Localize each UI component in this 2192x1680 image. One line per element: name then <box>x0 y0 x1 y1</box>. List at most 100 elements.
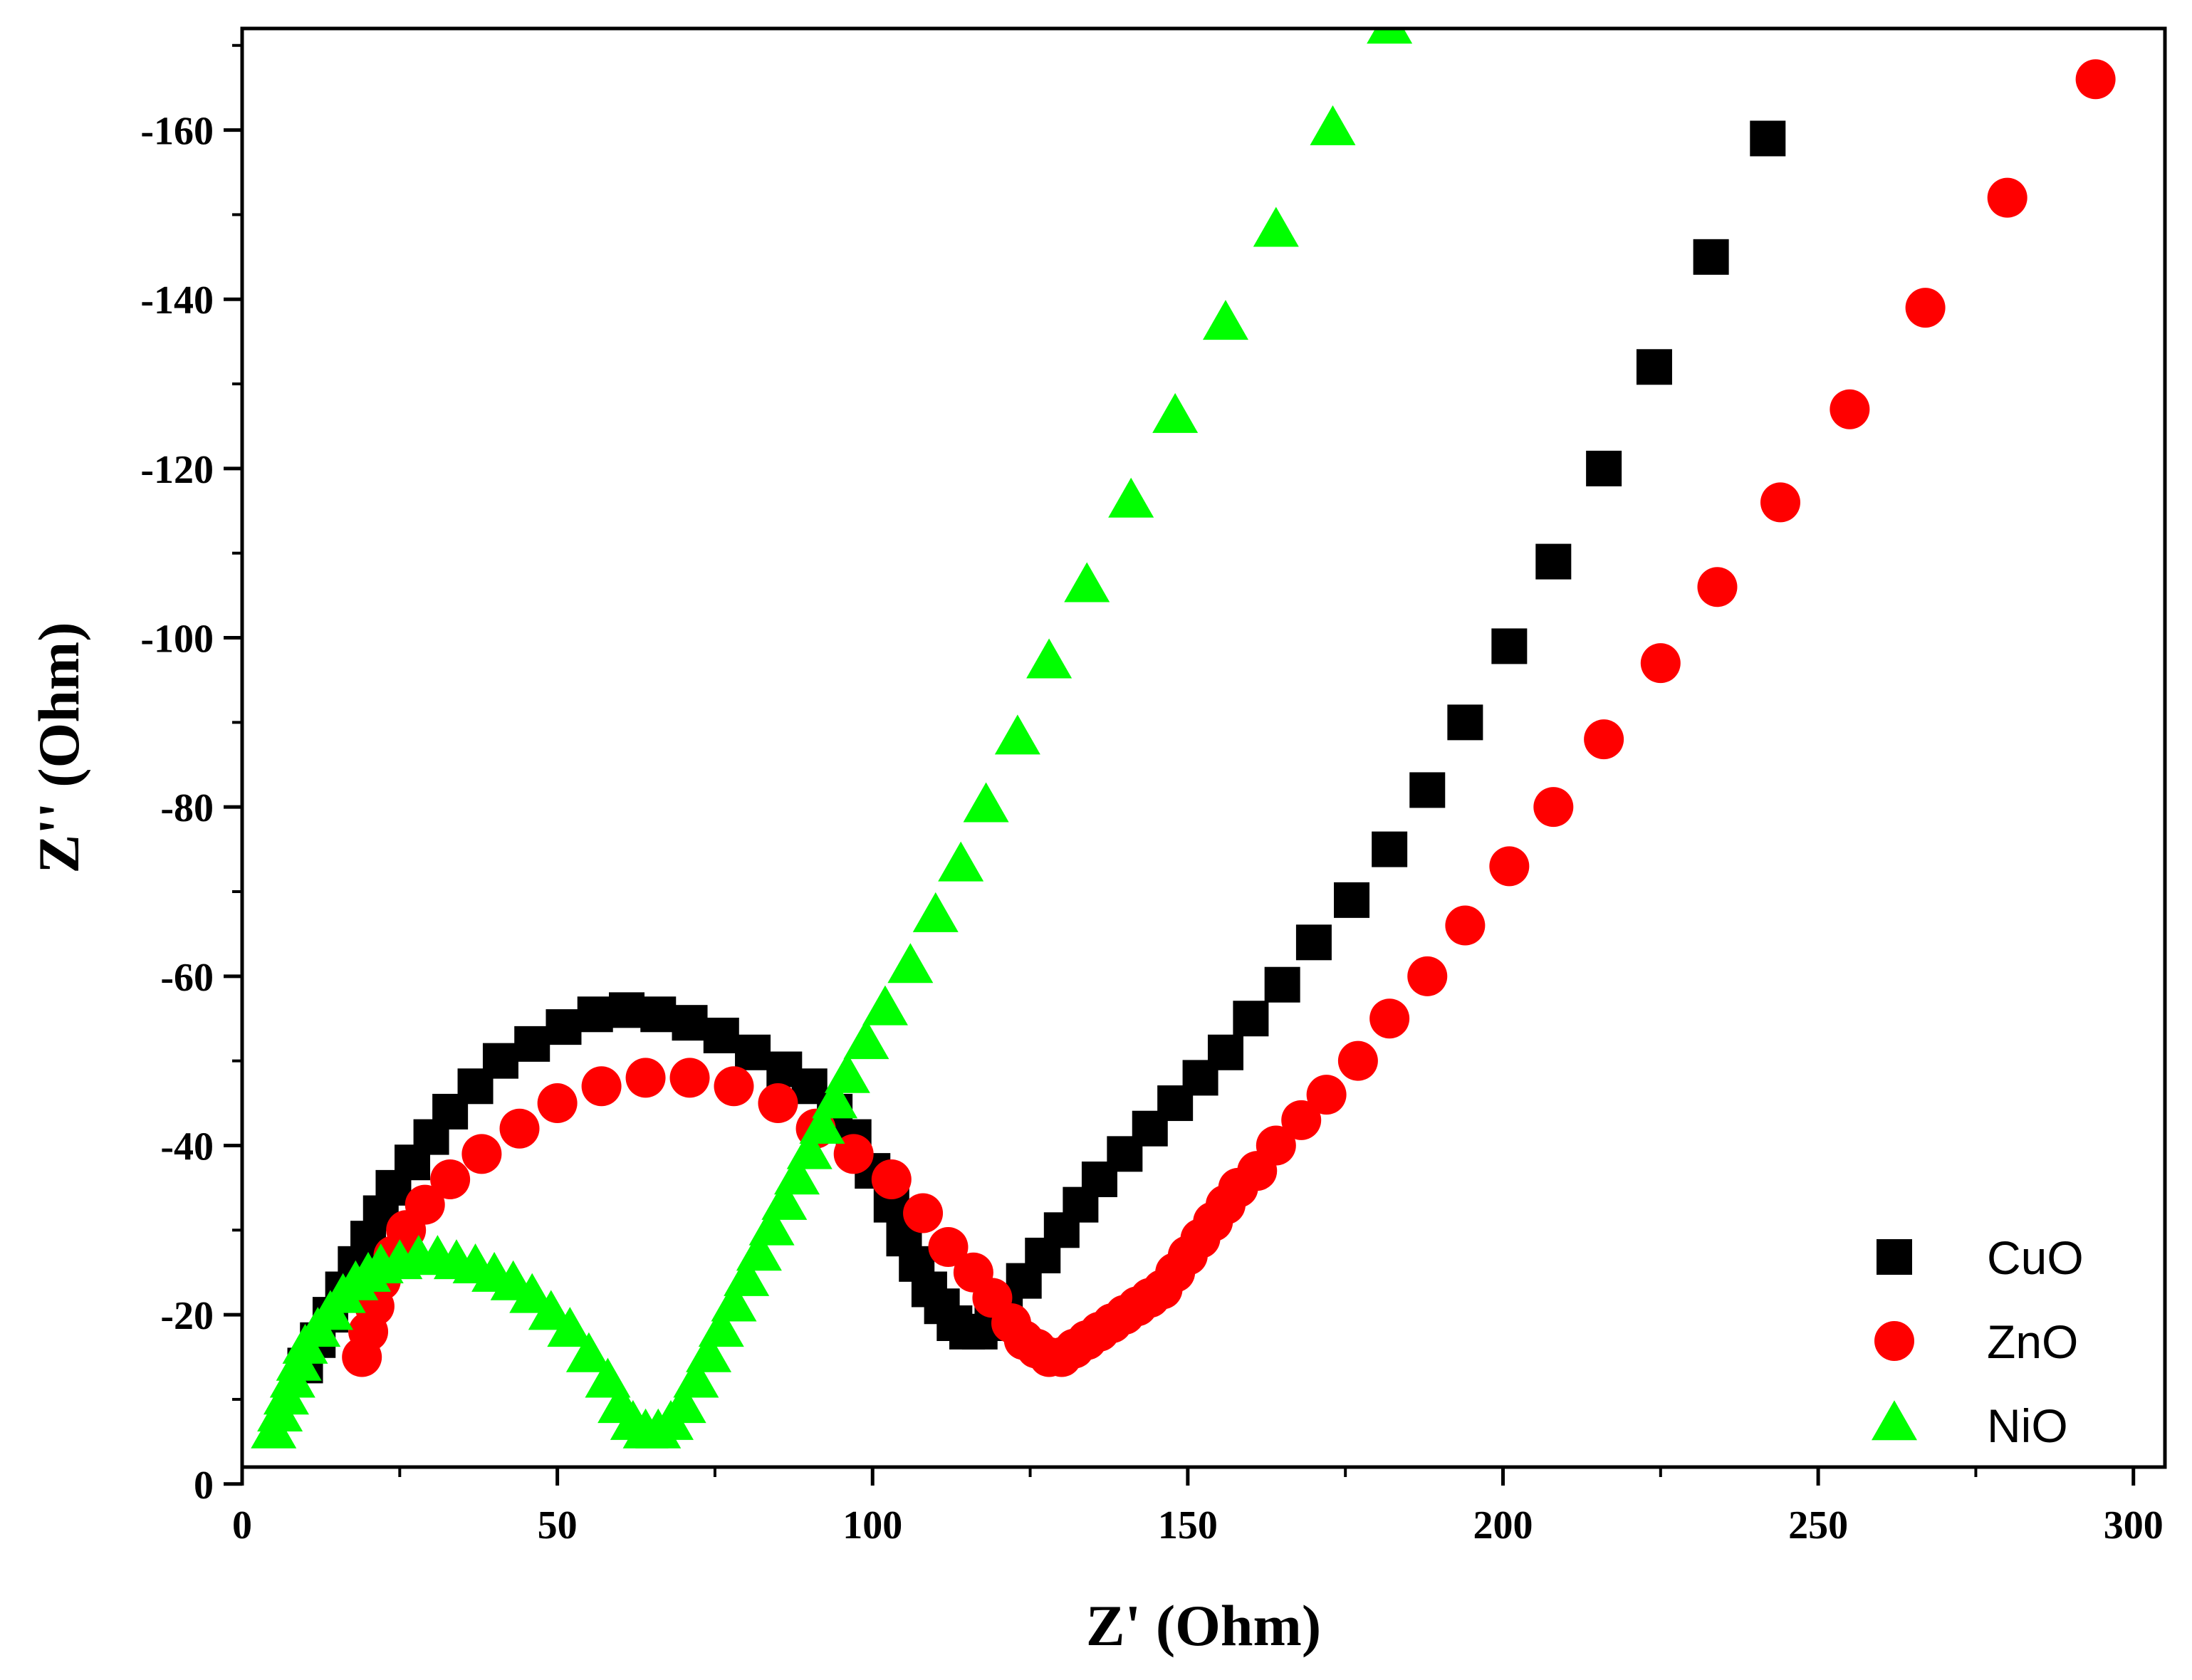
cuo-point <box>546 1009 582 1045</box>
cuo-point <box>482 1043 518 1079</box>
cuo-point <box>1812 28 1849 30</box>
zno-point <box>1905 288 1946 328</box>
zno-point <box>1584 719 1624 760</box>
nio-point <box>774 1154 820 1195</box>
nio-point <box>1026 638 1072 679</box>
nio-point <box>1152 392 1199 433</box>
zno-point <box>1760 482 1800 523</box>
nio-point <box>812 1078 858 1119</box>
data-marks <box>251 28 2116 1449</box>
nio-point <box>547 1307 593 1347</box>
nio-point <box>912 892 959 932</box>
nio-point <box>660 1383 706 1424</box>
legend-zno-symbol <box>1874 1321 1914 1361</box>
x-tick-label: 250 <box>1788 1503 1848 1548</box>
nio-point <box>1367 28 1413 44</box>
zno-point <box>625 1058 666 1098</box>
zno-point <box>581 1066 622 1107</box>
x-tick-label: 150 <box>1158 1503 1218 1548</box>
legend-nio-label: NiO <box>1987 1399 2068 1452</box>
zno-point <box>1830 389 1870 429</box>
zno-point <box>1533 787 1574 828</box>
axes: 0 50 100 150 200 250 300 0 -20 -40 -60 -80 -100 -120 -… <box>140 43 2164 1548</box>
zno-point <box>499 1108 540 1149</box>
zno-point <box>871 1159 912 1199</box>
zno-point <box>1640 643 1681 684</box>
zno-point <box>1256 1125 1296 1166</box>
zno-point <box>405 1184 445 1225</box>
nio-point <box>994 714 1040 755</box>
x-tick-label: 50 <box>538 1503 578 1548</box>
series-cuo <box>287 28 1849 1384</box>
series-nio <box>251 28 1413 1449</box>
y-axis-title: Z'' (Ohm) <box>26 622 91 873</box>
nio-point <box>748 1205 795 1246</box>
cuo-point <box>1693 239 1729 275</box>
nio-point <box>736 1231 782 1271</box>
cuo-point <box>609 992 644 1028</box>
cuo-point <box>640 996 677 1033</box>
cuo-point <box>577 996 613 1033</box>
cuo-point <box>1409 772 1446 808</box>
legend: CuO ZnO NiO <box>1872 1231 2084 1452</box>
y-tick-label: -80 <box>160 786 214 830</box>
nio-point <box>887 943 934 984</box>
y-tick-label: -160 <box>140 110 214 154</box>
zno-point <box>903 1193 944 1233</box>
nio-point <box>938 841 984 882</box>
cuo-point <box>514 1026 550 1062</box>
nio-point <box>1253 207 1299 247</box>
cuo-point <box>1586 450 1622 486</box>
cuo-point <box>672 1005 708 1041</box>
series-zno <box>342 59 2116 1377</box>
cuo-point <box>1491 628 1528 664</box>
cuo-point <box>1447 704 1483 741</box>
zno-point <box>430 1159 471 1199</box>
zno-point <box>537 1083 578 1124</box>
legend-cuo-label: CuO <box>1987 1231 2084 1284</box>
cuo-point <box>1334 882 1370 918</box>
zno-point <box>758 1083 798 1124</box>
x-tick-label: 0 <box>232 1503 252 1548</box>
cuo-point <box>1636 349 1672 385</box>
cuo-point <box>1750 120 1786 157</box>
nio-point <box>761 1179 808 1220</box>
x-axis-title: Z' (Ohm) <box>1086 1593 1321 1658</box>
cuo-point <box>1207 1034 1243 1070</box>
nio-point <box>711 1281 757 1322</box>
zno-point <box>1445 905 1486 946</box>
cuo-point <box>735 1034 771 1070</box>
nio-point <box>673 1357 719 1398</box>
zno-point <box>1281 1100 1322 1140</box>
plot-frame <box>240 26 2167 1469</box>
zno-point <box>1697 567 1738 607</box>
zno-point <box>2075 59 2116 100</box>
x-tick-label: 300 <box>2104 1503 2164 1548</box>
legend-zno-label: ZnO <box>1987 1315 2078 1368</box>
cuo-point <box>1372 831 1408 867</box>
zno-point <box>1337 1040 1378 1081</box>
nio-point <box>1310 105 1356 145</box>
nio-point <box>843 1019 889 1060</box>
legend-nio-symbol <box>1872 1400 1917 1441</box>
nio-point <box>1108 477 1154 518</box>
zno-point <box>928 1227 969 1268</box>
nio-point <box>799 1103 845 1144</box>
y-tick-label: 0 <box>194 1464 214 1508</box>
zno-point <box>669 1058 710 1098</box>
nio-point <box>698 1307 744 1347</box>
cuo-point <box>1295 924 1332 961</box>
nio-point <box>509 1273 555 1313</box>
y-tick-label: -40 <box>160 1125 214 1169</box>
legend-cuo-symbol <box>1877 1239 1912 1275</box>
zno-point <box>833 1134 874 1174</box>
nio-point <box>786 1129 833 1169</box>
nio-point <box>528 1290 574 1330</box>
y-tick-label: -140 <box>140 278 214 323</box>
zno-point <box>1369 998 1410 1039</box>
nio-point <box>686 1332 732 1372</box>
cuo-point <box>1233 1001 1269 1037</box>
y-tick-label: -20 <box>160 1294 214 1338</box>
cuo-point <box>1264 966 1300 1003</box>
cuo-point <box>1535 543 1572 580</box>
